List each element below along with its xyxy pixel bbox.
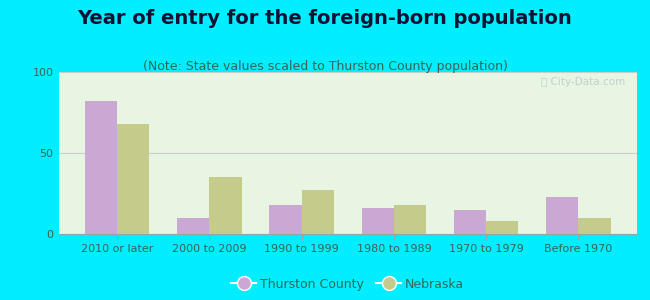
Bar [302,190,334,234]
Text: (Note: State values scaled to Thurston County population): (Note: State values scaled to Thurston C… [142,60,508,73]
Bar [269,205,302,234]
Text: Year of entry for the foreign-born population: Year of entry for the foreign-born popul… [77,9,573,28]
Legend: Thurston County, Nebraska: Thurston County, Nebraska [226,273,469,296]
Bar [454,210,486,234]
Bar [394,205,426,234]
Bar [361,208,394,234]
Bar [546,197,578,234]
Bar [578,218,611,234]
Bar [486,221,519,234]
Bar [84,101,117,234]
Bar [177,218,209,234]
Text: ⓘ City-Data.com: ⓘ City-Data.com [541,77,625,87]
Bar [209,177,242,234]
Bar [117,124,150,234]
